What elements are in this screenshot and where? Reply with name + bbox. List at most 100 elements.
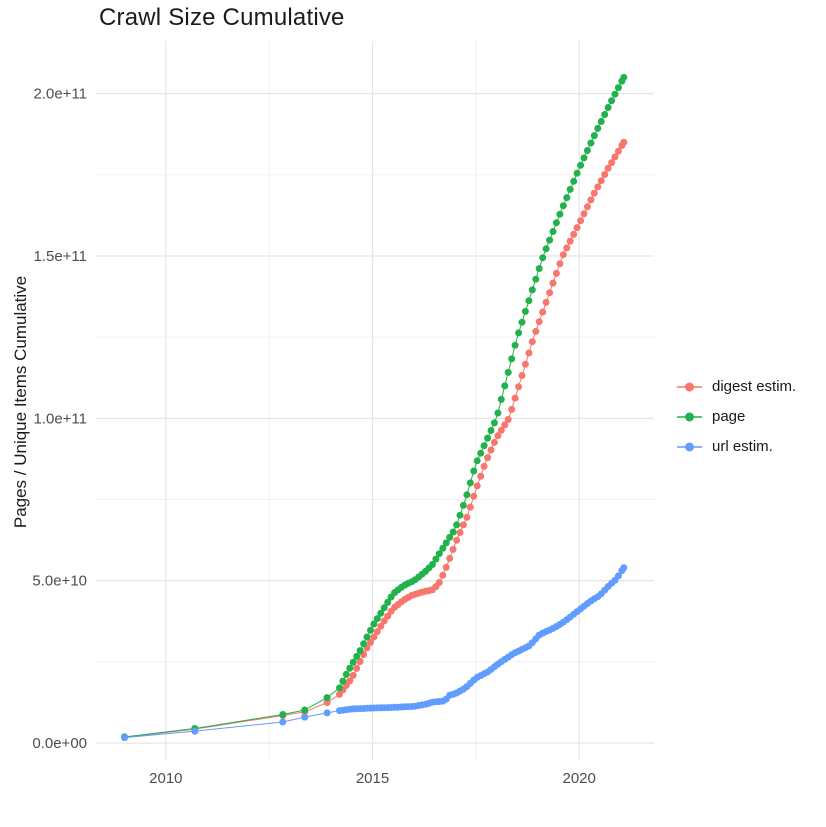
- data-point: [339, 677, 347, 685]
- y-tick-label: 2.0e+11: [33, 86, 87, 103]
- data-point: [587, 196, 595, 204]
- data-point: [473, 482, 481, 490]
- legend-item-digest: digest estim.: [676, 378, 796, 395]
- data-point: [463, 491, 471, 499]
- data-point: [442, 563, 450, 571]
- data-point: [504, 416, 512, 423]
- data-point: [456, 529, 464, 536]
- y-tick-label: 0.0e+00: [32, 735, 87, 752]
- data-point: [525, 349, 533, 357]
- data-point: [323, 699, 331, 706]
- data-point: [449, 528, 457, 536]
- data-point: [597, 177, 605, 185]
- data-point: [539, 308, 547, 316]
- legend-item-page: page: [676, 408, 796, 425]
- data-point: [449, 545, 457, 553]
- data-point: [480, 442, 488, 450]
- data-point: [463, 513, 471, 521]
- data-point: [611, 153, 619, 161]
- data-point: [453, 521, 461, 529]
- gridlines-major: [96, 41, 654, 760]
- series-line: [124, 567, 625, 739]
- data-point: [570, 177, 578, 185]
- data-point: [549, 228, 557, 235]
- data-point: [373, 615, 381, 623]
- data-point: [521, 360, 529, 368]
- data-point: [559, 251, 567, 259]
- data-point: [370, 620, 378, 628]
- data-point: [508, 355, 516, 363]
- data-point: [373, 628, 381, 636]
- data-point: [456, 511, 464, 519]
- data-point: [532, 275, 540, 283]
- data-point: [477, 449, 485, 457]
- data-point: [466, 479, 474, 487]
- data-point: [528, 286, 536, 294]
- data-point: [279, 718, 287, 726]
- y-tick-label: 5.0e+10: [32, 573, 87, 590]
- data-point: [587, 139, 595, 147]
- data-point: [470, 467, 478, 475]
- data-point: [515, 329, 523, 337]
- data-point: [511, 341, 519, 349]
- data-point: [556, 260, 564, 268]
- data-point: [518, 372, 526, 379]
- data-point: [546, 289, 554, 297]
- data-point: [620, 73, 628, 81]
- data-point: [532, 327, 540, 335]
- data-point: [604, 164, 612, 172]
- data-point: [490, 438, 498, 446]
- data-point: [620, 138, 628, 146]
- legend-label: page: [712, 408, 746, 425]
- data-point: [563, 194, 571, 202]
- legend: digest estim. page url estim.: [676, 378, 796, 455]
- data-point: [377, 609, 385, 617]
- data-point: [577, 161, 585, 169]
- data-point: [494, 409, 502, 417]
- data-point: [511, 394, 519, 402]
- data-point: [367, 626, 374, 634]
- data-point: [614, 84, 622, 92]
- data-point: [566, 185, 574, 193]
- data-point: [353, 652, 361, 660]
- legend-label: digest estim.: [712, 378, 797, 395]
- data-point: [353, 664, 361, 672]
- data-point: [301, 706, 309, 714]
- data-point: [342, 670, 350, 678]
- data-point: [494, 432, 502, 440]
- data-point: [459, 501, 467, 509]
- data-point: [566, 237, 574, 245]
- data-point: [121, 734, 128, 742]
- data-point: [435, 579, 443, 586]
- data-point: [546, 236, 554, 244]
- data-point: [583, 203, 591, 211]
- data-point: [597, 118, 605, 125]
- data-point: [608, 159, 616, 167]
- data-point: [608, 97, 616, 105]
- data-point: [528, 338, 536, 346]
- legend-key-url-icon: [677, 442, 702, 451]
- x-tick-label: 2015: [356, 770, 389, 787]
- data-point: [439, 544, 447, 552]
- data-point: [594, 124, 602, 132]
- data-point: [508, 405, 516, 413]
- data-point: [590, 132, 598, 140]
- data-point: [477, 472, 485, 480]
- data-point: [453, 536, 461, 544]
- y-axis-title: Pages / Unique Items Cumulative: [11, 275, 30, 529]
- data-point: [604, 104, 612, 111]
- data-point: [446, 533, 454, 541]
- y-tick-label: 1.5e+11: [33, 248, 87, 265]
- data-point: [459, 521, 467, 529]
- data-point: [384, 598, 392, 606]
- data-point: [428, 561, 436, 568]
- data-point: [601, 171, 609, 178]
- data-point: [577, 217, 585, 225]
- y-axis-tick-labels: 0.0e+00 5.0e+10 1.0e+11 1.5e+11 2.0e+11: [32, 86, 87, 753]
- data-point: [487, 446, 495, 454]
- data-point: [360, 640, 368, 648]
- data-point: [432, 555, 440, 563]
- data-point: [473, 457, 481, 465]
